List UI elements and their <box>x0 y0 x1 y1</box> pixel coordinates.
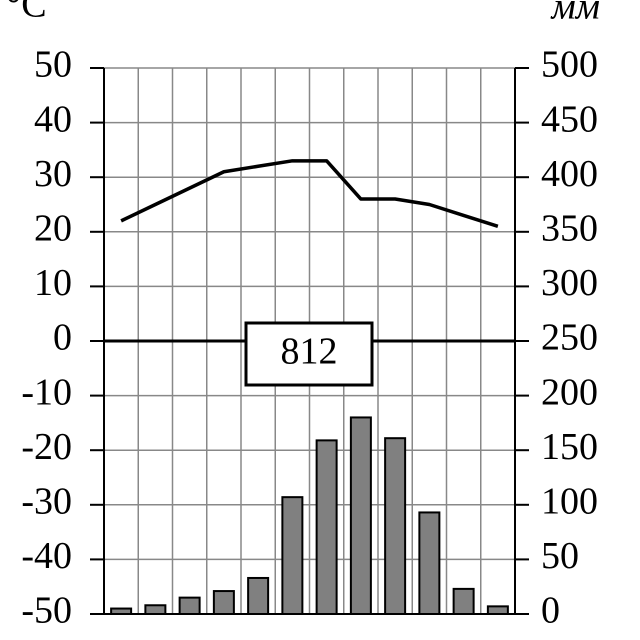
y-tick-label: -50 <box>21 590 72 632</box>
y-axis-label: °C <box>6 0 47 26</box>
y-tick-label: -30 <box>21 481 72 523</box>
y2-tick-label: 400 <box>541 153 598 195</box>
y2-tick-label: 450 <box>541 98 598 140</box>
y2-axis-label: мм <box>549 0 600 28</box>
bar <box>315 439 338 616</box>
bar <box>281 496 304 616</box>
bar <box>144 604 167 615</box>
bar <box>212 590 235 615</box>
y-tick-label: -10 <box>21 371 72 413</box>
bar <box>418 511 441 615</box>
bar <box>247 576 270 615</box>
bar <box>110 607 133 615</box>
y2-tick-label: 500 <box>541 44 598 86</box>
y2-tick-label: 100 <box>541 481 598 523</box>
bar <box>349 416 372 615</box>
y-tick-label: 20 <box>34 208 72 250</box>
y-tick-label: 30 <box>34 153 72 195</box>
y2-tick-label: 350 <box>541 208 598 250</box>
bar <box>486 605 509 616</box>
y2-tick-label: 0 <box>541 590 560 632</box>
y2-tick-label: 200 <box>541 371 598 413</box>
bar <box>452 587 475 615</box>
y-tick-label: -40 <box>21 535 72 577</box>
y-tick-label: 50 <box>34 44 72 86</box>
temperature-line <box>120 159 499 229</box>
y2-tick-label: 250 <box>541 317 598 359</box>
annotation: 812 <box>281 331 338 373</box>
y-tick-label: 10 <box>34 262 72 304</box>
bar <box>384 437 407 615</box>
y2-tick-label: 50 <box>541 535 579 577</box>
bar <box>178 596 201 615</box>
y2-tick-label: 150 <box>541 426 598 468</box>
y-tick-label: -20 <box>21 426 72 468</box>
y2-tick-label: 300 <box>541 262 598 304</box>
y-tick-label: 0 <box>53 317 72 359</box>
y-tick-label: 40 <box>34 98 72 140</box>
annotation-box <box>244 321 374 387</box>
